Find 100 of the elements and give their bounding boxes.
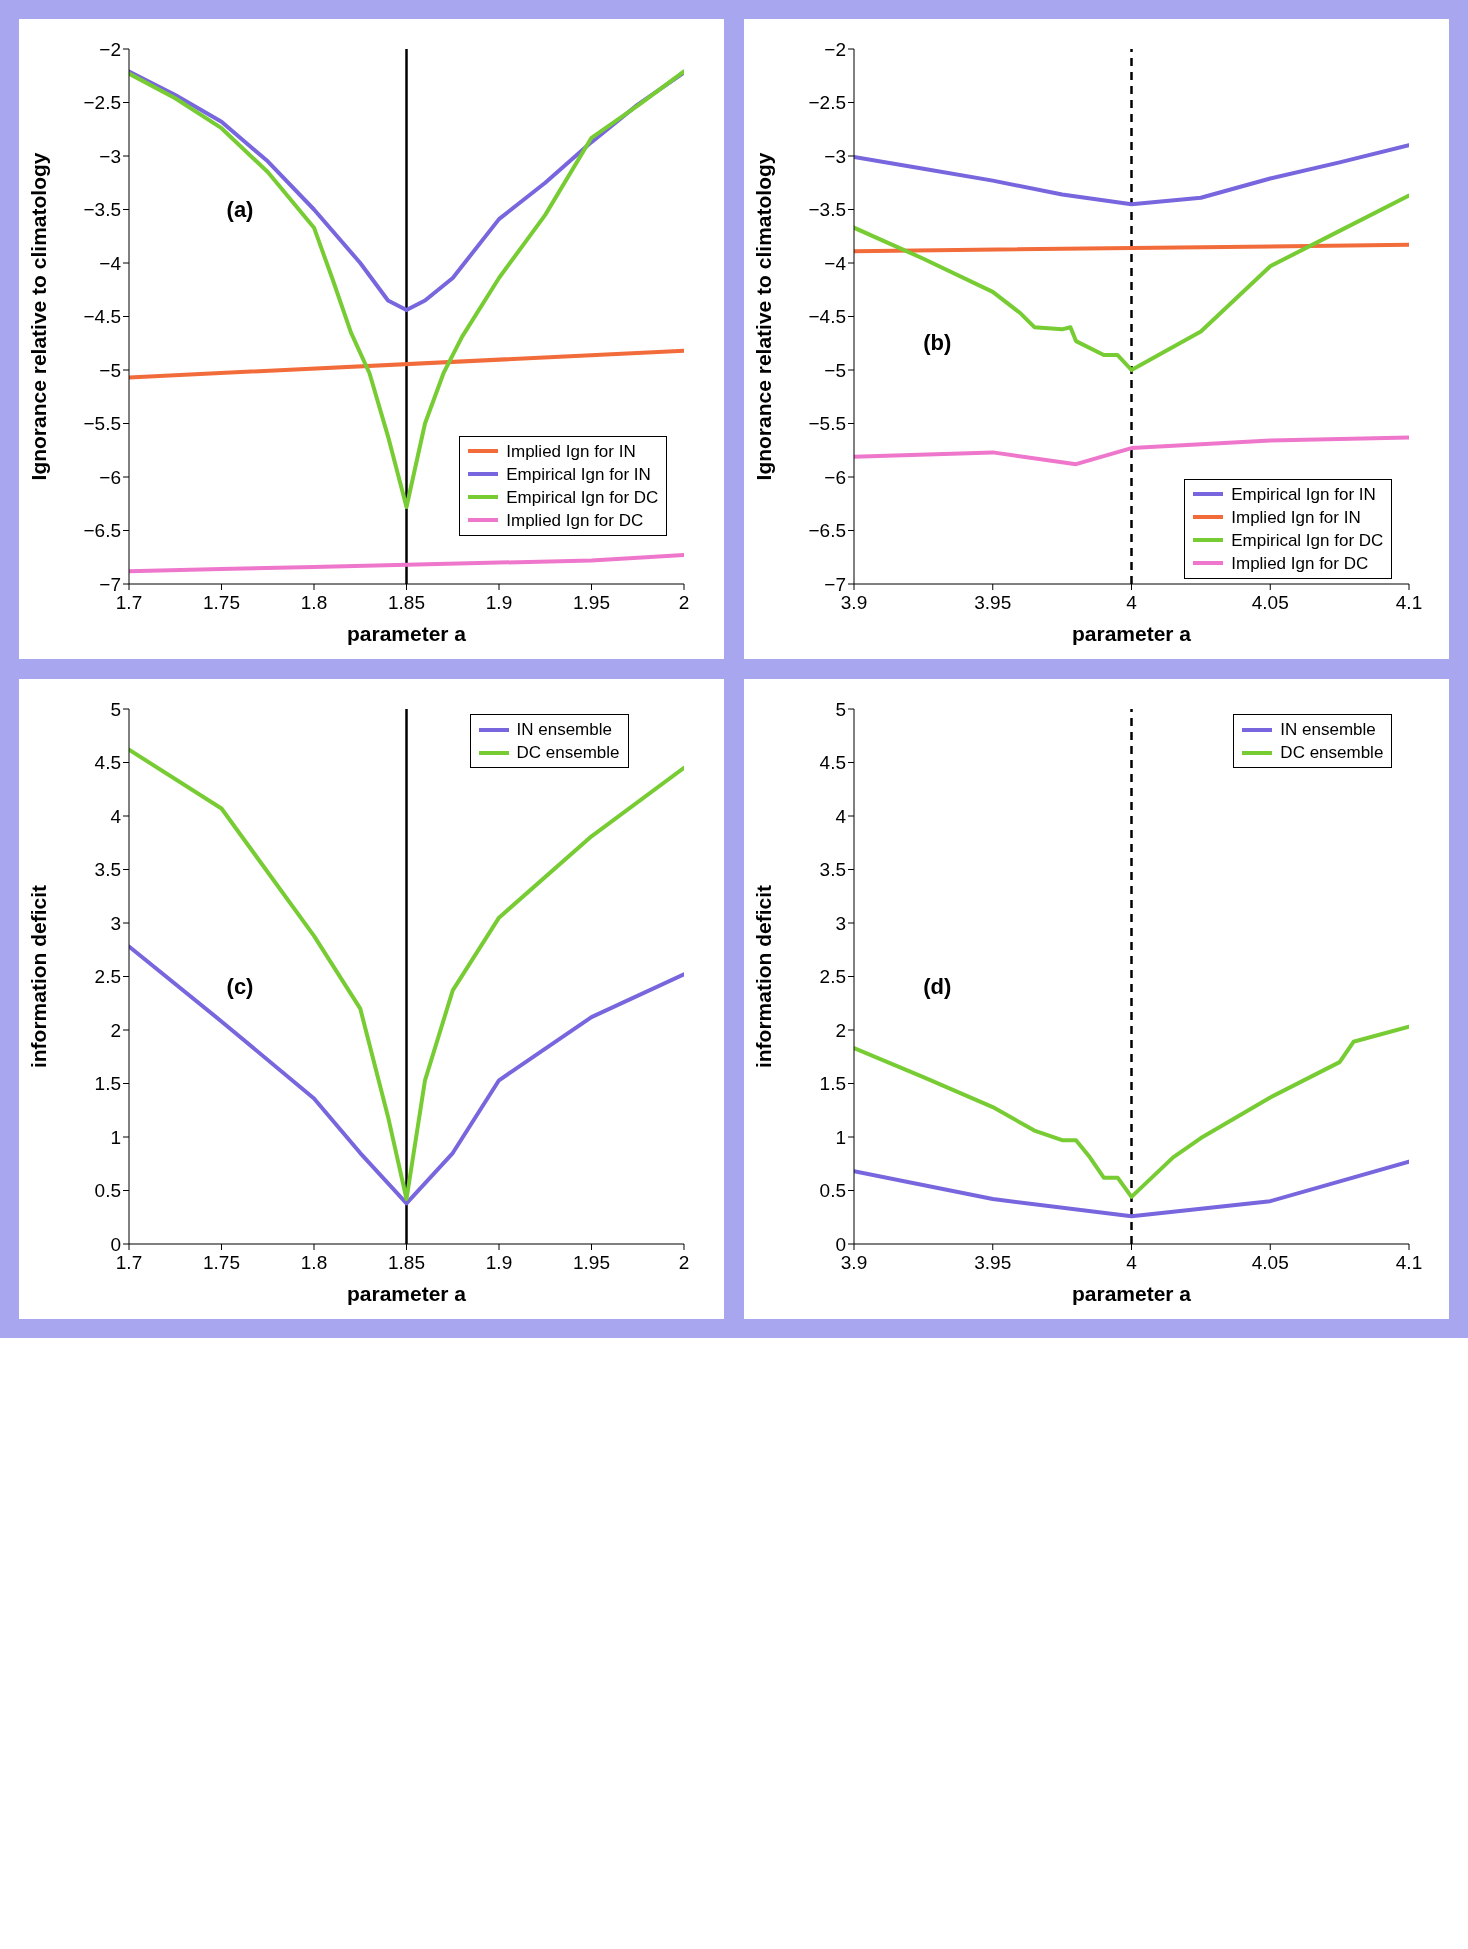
x-tick-label: 4: [1126, 592, 1138, 614]
x-axis-title: parameter a: [346, 1282, 467, 1305]
line-series: [129, 747, 684, 1202]
line-series: [854, 1024, 1409, 1199]
y-tick-label: 3: [110, 912, 121, 934]
y-tick-label: −4: [824, 252, 847, 274]
y-tick-label: 1: [835, 1126, 846, 1148]
y-axis-title: Ignorance relative to climatology: [27, 152, 51, 481]
legend-label: DC ensemble: [1280, 742, 1384, 765]
line-series: [854, 1159, 1409, 1219]
line-series: [129, 553, 684, 574]
x-tick-label: 2: [678, 592, 690, 614]
y-tick-label: 4: [835, 805, 847, 827]
y-tick-label: −4.5: [808, 306, 846, 328]
y-tick-label: 4.5: [94, 752, 121, 774]
y-tick-label: −4: [99, 252, 122, 274]
legend-label: Implied Ign for DC: [1231, 552, 1369, 575]
x-tick-label: 1.9: [485, 592, 513, 614]
legend-label: IN ensemble: [1280, 719, 1376, 742]
x-tick-label: 3.95: [974, 592, 1012, 614]
x-tick-label: 4.1: [1395, 592, 1423, 614]
y-tick-label: −3.5: [83, 199, 121, 221]
x-tick-label: 1.85: [388, 592, 425, 614]
x-tick-label: 4.05: [1251, 592, 1289, 614]
y-tick-label: 4.5: [819, 752, 846, 774]
y-tick-label: −2.5: [83, 92, 121, 114]
legend-label: Implied Ign for DC: [506, 509, 644, 532]
x-axis-title: parameter a: [346, 622, 467, 645]
legend-label: Empirical Ign for IN: [1231, 483, 1376, 506]
x-tick-label: 1.8: [300, 1252, 328, 1274]
y-tick-label: −4.5: [83, 306, 121, 328]
y-tick-label: −3: [824, 145, 846, 167]
legend-label: Empirical Ign for DC: [506, 486, 659, 509]
x-tick-label: 1.85: [388, 1252, 425, 1274]
y-tick-label: −6.5: [83, 520, 121, 542]
y-tick-label: −7: [824, 573, 846, 595]
y-tick-label: −5: [99, 359, 121, 381]
y-tick-label: 4: [110, 805, 122, 827]
y-tick-label: 3.5: [819, 859, 846, 881]
legend-label: DC ensemble: [516, 742, 620, 765]
x-tick-label: 1.95: [573, 592, 610, 614]
x-tick-label: 1.8: [300, 592, 328, 614]
y-tick-label: −3: [99, 145, 121, 167]
x-tick-label: 2: [678, 1252, 690, 1274]
y-tick-label: 0.5: [819, 1180, 846, 1202]
y-tick-label: −6: [824, 466, 846, 488]
line-series: [129, 69, 684, 509]
y-tick-label: 5: [110, 698, 121, 720]
y-tick-label: 3.5: [94, 859, 121, 881]
line-series: [854, 435, 1409, 467]
y-tick-label: −5.5: [808, 413, 846, 435]
y-tick-label: 2.5: [819, 966, 846, 988]
legend-label: Empirical Ign for IN: [506, 463, 651, 486]
x-tick-label: 4: [1126, 1252, 1138, 1274]
y-tick-label: −6: [99, 466, 121, 488]
x-tick-label: 1.7: [115, 1252, 143, 1274]
y-tick-label: 3: [835, 912, 846, 934]
line-series: [854, 143, 1409, 207]
y-tick-label: 1.5: [819, 1073, 846, 1095]
y-axis-title: information deficit: [27, 884, 51, 1069]
x-tick-label: 3.9: [840, 1252, 868, 1274]
line-series: [129, 944, 684, 1206]
y-tick-label: −2: [99, 38, 121, 60]
y-tick-label: 5: [835, 698, 846, 720]
x-tick-label: 1.9: [485, 1252, 513, 1274]
y-tick-label: 0: [835, 1233, 846, 1255]
y-tick-label: −6.5: [808, 520, 846, 542]
legend-label: Empirical Ign for DC: [1231, 529, 1384, 552]
y-tick-label: −5.5: [83, 413, 121, 435]
y-tick-label: −3.5: [808, 199, 846, 221]
x-axis-title: parameter a: [1071, 622, 1192, 645]
legend-label: IN ensemble: [516, 719, 612, 742]
y-axis-title: information deficit: [752, 884, 776, 1069]
x-tick-label: 4.05: [1251, 1252, 1289, 1274]
x-tick-label: 3.95: [974, 1252, 1012, 1274]
y-tick-label: 2.5: [94, 966, 121, 988]
y-tick-label: −7: [99, 573, 121, 595]
x-tick-label: 3.9: [840, 592, 868, 614]
y-tick-label: 1.5: [94, 1073, 121, 1095]
annotation: (c): [226, 974, 254, 1001]
y-tick-label: −2.5: [808, 92, 846, 114]
y-tick-label: 0: [110, 1233, 121, 1255]
y-tick-label: −5: [824, 359, 846, 381]
y-axis-title: Ignorance relative to climatology: [752, 152, 776, 481]
x-axis-title: parameter a: [1071, 1282, 1192, 1305]
x-tick-label: 1.7: [115, 592, 143, 614]
x-tick-label: 1.75: [203, 1252, 240, 1274]
line-series: [854, 193, 1409, 372]
x-tick-label: 4.1: [1395, 1252, 1423, 1274]
x-tick-label: 1.95: [573, 1252, 610, 1274]
annotation: (a): [226, 196, 254, 223]
x-tick-label: 1.75: [203, 592, 240, 614]
y-tick-label: 1: [110, 1126, 121, 1148]
y-tick-label: 2: [835, 1019, 846, 1041]
annotation: (b): [923, 330, 952, 357]
legend-label: Implied Ign for IN: [506, 440, 636, 463]
y-tick-label: 0.5: [94, 1180, 121, 1202]
y-tick-label: 2: [110, 1019, 121, 1041]
y-tick-label: −2: [824, 38, 846, 60]
legend-label: Implied Ign for IN: [1231, 506, 1361, 529]
